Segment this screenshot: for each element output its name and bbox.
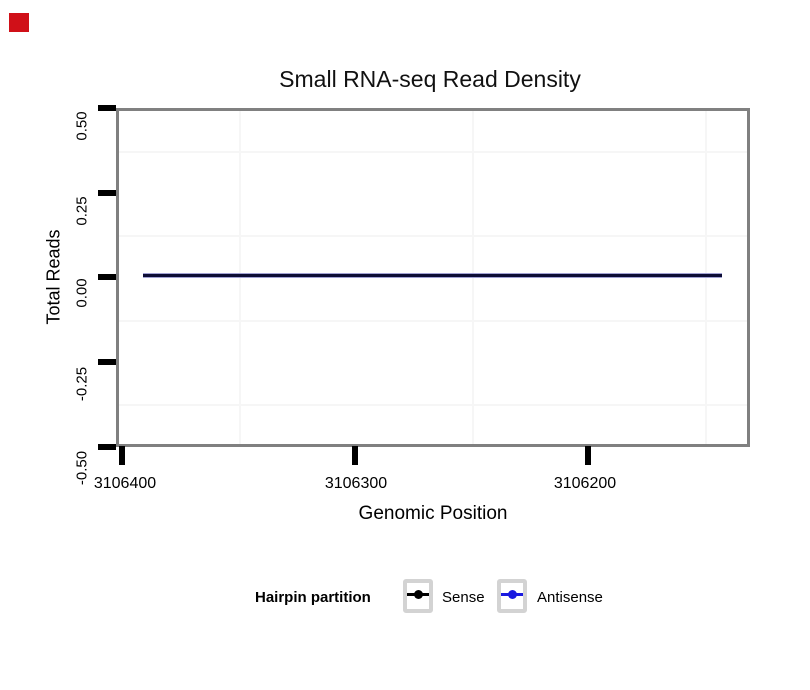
x-axis-tick bbox=[352, 446, 358, 465]
y-axis-tick bbox=[98, 274, 116, 280]
x-axis-tick bbox=[119, 446, 125, 465]
y-axis-tick bbox=[98, 444, 116, 450]
y-tick-label: -0.50 bbox=[73, 450, 91, 486]
red-square-marker bbox=[9, 13, 29, 32]
y-tick-label: 0.00 bbox=[73, 278, 91, 308]
legend-label-sense: Sense bbox=[442, 589, 485, 606]
sense-dot-glyph bbox=[414, 590, 423, 599]
x-tick-label: 3106300 bbox=[324, 475, 388, 492]
legend-title: Hairpin partition bbox=[255, 589, 371, 606]
y-axis-tick bbox=[98, 359, 116, 365]
y-axis-tick bbox=[98, 190, 116, 196]
minor-gridline-horizontal bbox=[119, 320, 747, 322]
x-tick-label: 3106200 bbox=[553, 475, 617, 492]
y-tick-label: 0.25 bbox=[73, 196, 91, 226]
y-axis-tick bbox=[98, 105, 116, 111]
x-tick-label: 3106400 bbox=[93, 475, 157, 492]
legend-key-sense bbox=[403, 579, 433, 613]
x-axis-tick bbox=[585, 446, 591, 465]
chart-title: Small RNA-seq Read Density bbox=[279, 66, 581, 92]
minor-gridline-horizontal bbox=[119, 235, 747, 237]
legend-key-antisense bbox=[497, 579, 527, 613]
y-tick-label: -0.25 bbox=[73, 366, 91, 402]
minor-gridline-horizontal bbox=[119, 151, 747, 153]
x-axis-title: Genomic Position bbox=[358, 503, 508, 524]
y-axis-title: Total Reads bbox=[43, 229, 64, 325]
read-density-line bbox=[143, 273, 722, 278]
legend-label-antisense: Antisense bbox=[537, 589, 603, 606]
y-tick-label: 0.50 bbox=[73, 111, 91, 141]
minor-gridline-horizontal bbox=[119, 404, 747, 406]
antisense-dot-glyph bbox=[508, 590, 517, 599]
